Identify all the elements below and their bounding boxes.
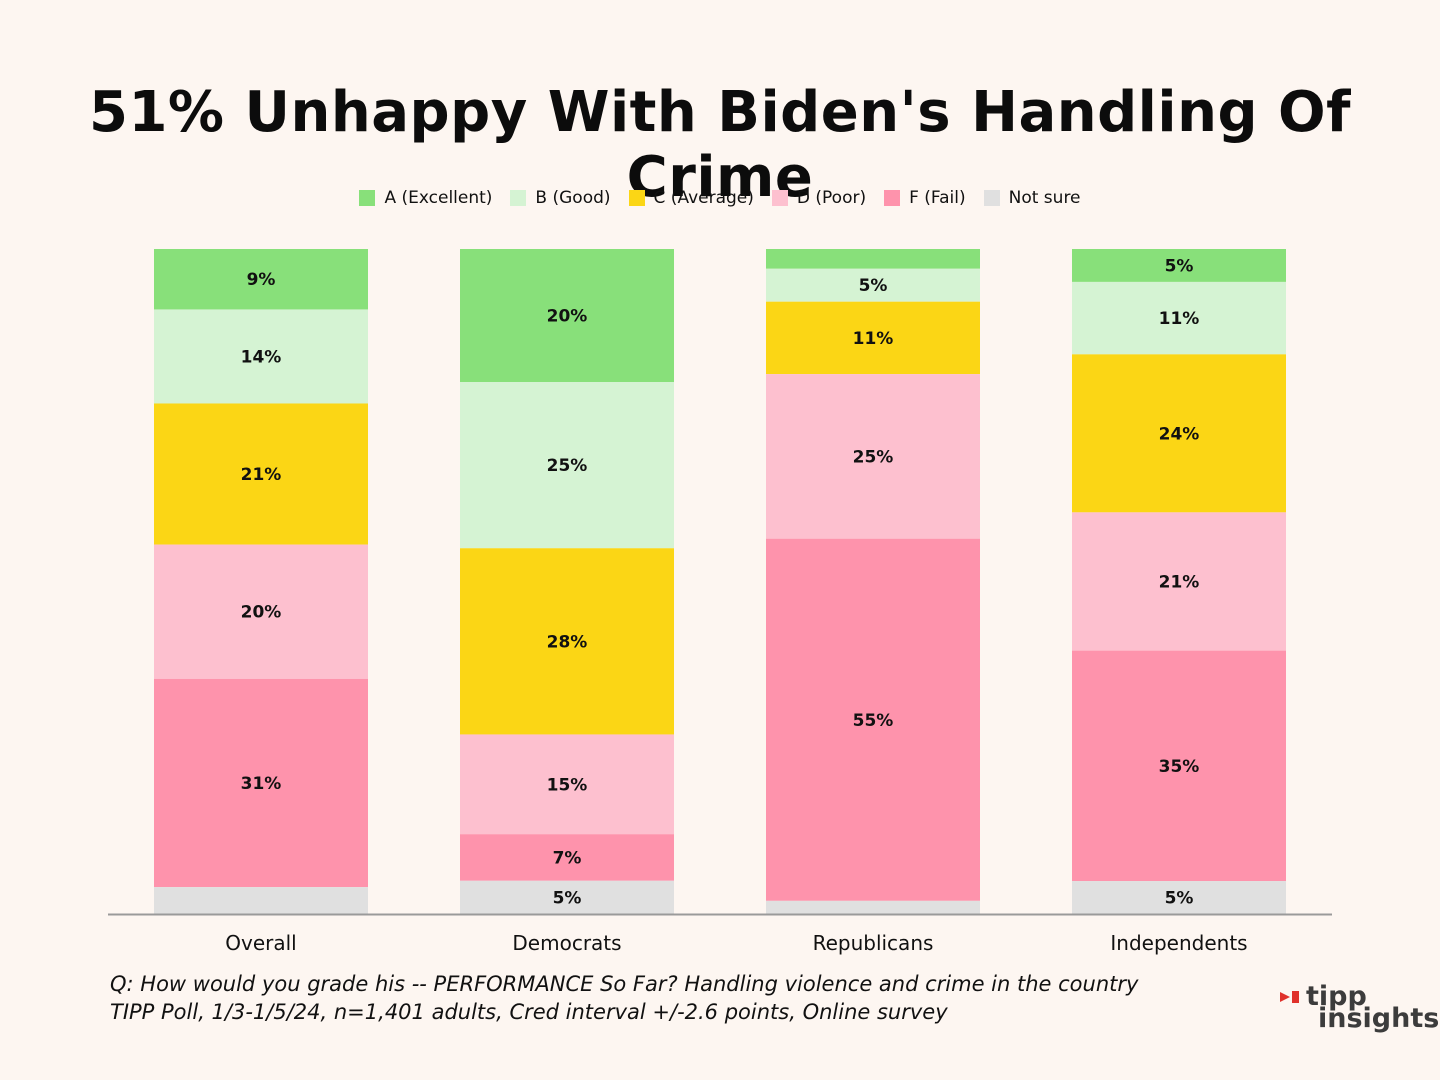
bar-segment-democrats-5 <box>460 880 674 914</box>
bar-segment-republicans-5 <box>766 900 980 914</box>
bar-segment-overall-4 <box>154 678 368 888</box>
bar-segment-independents-1 <box>1072 281 1286 355</box>
bar-segment-democrats-3 <box>460 734 674 835</box>
chart-title: 51% Unhappy With Biden's Handling Of Cri… <box>88 80 1351 210</box>
bar-segment-democrats-2 <box>460 548 674 735</box>
bar-segment-overall-1 <box>154 309 368 404</box>
legend-item-4: F (Fail) <box>884 188 966 208</box>
logo-word-tipp: tipp <box>1306 981 1367 1012</box>
legend-swatch <box>884 190 901 206</box>
legend-item-1: B (Good) <box>510 188 611 208</box>
bar-segment-overall-2 <box>154 403 368 545</box>
footnote: Q: How would you grade his -- PERFORMANC… <box>110 970 1138 1026</box>
data-label: 28% <box>547 632 588 652</box>
bar-segment-democrats-0 <box>460 249 674 382</box>
tipp-insights-logo: tipp insights <box>1280 981 1439 1035</box>
bar-segment-republicans-4 <box>766 538 980 901</box>
legend-item-3: D (Poor) <box>771 188 867 208</box>
data-label: 5% <box>859 276 888 296</box>
legend-label: A (Excellent) <box>384 188 493 208</box>
legend-label: D (Poor) <box>796 188 867 208</box>
data-label: 31% <box>241 774 282 794</box>
footnote-question: Q: How would you grade his -- PERFORMANC… <box>110 972 1139 996</box>
legend-label: F (Fail) <box>909 188 966 208</box>
logo-word-insights: insights <box>1318 1003 1440 1034</box>
bar-segment-democrats-4 <box>460 834 674 881</box>
bar-segment-republicans-2 <box>766 301 980 375</box>
bar-segment-independents-4 <box>1072 650 1286 882</box>
data-label: 20% <box>241 603 282 623</box>
x-tick-label: Republicans <box>813 931 934 955</box>
bar-segment-overall-0 <box>154 249 368 310</box>
data-label: 24% <box>1159 424 1200 444</box>
legend-swatch <box>771 190 788 206</box>
data-label: 15% <box>547 775 588 795</box>
legend-swatch <box>628 190 645 206</box>
legend-label: B (Good) <box>535 188 611 208</box>
data-label: 21% <box>241 465 282 485</box>
data-label: 9% <box>247 270 276 290</box>
data-label: 5% <box>1165 889 1194 909</box>
data-label: 5% <box>1165 256 1194 276</box>
legend-item-2: C (Average) <box>628 188 754 208</box>
chart-legend: A (Excellent) B (Good) C (Average) D (Poor)… <box>0 188 1440 208</box>
x-tick-label: Independents <box>1110 931 1247 955</box>
bar-segment-overall-3 <box>154 544 368 679</box>
bar-segment-independents-3 <box>1072 512 1286 651</box>
bar-segment-overall-5 <box>154 887 368 914</box>
data-label: 21% <box>1159 573 1200 593</box>
legend-item-0: A (Excellent) <box>359 188 492 208</box>
data-label: 55% <box>853 711 894 731</box>
logo-mark-icon <box>1280 991 1299 1003</box>
data-label: 20% <box>547 307 588 327</box>
legend-label: C (Average) <box>653 188 754 208</box>
data-label: 11% <box>1159 309 1200 329</box>
legend-swatch <box>510 190 527 206</box>
bar-segment-republicans-1 <box>766 268 980 302</box>
legend-swatch <box>359 190 376 206</box>
data-label: 25% <box>547 456 588 476</box>
bar-segment-independents-5 <box>1072 881 1286 914</box>
data-label: 14% <box>241 347 282 367</box>
bar-segment-independents-2 <box>1072 354 1286 513</box>
x-tick-label: Overall <box>225 931 296 955</box>
x-tick-label: Democrats <box>512 931 621 955</box>
data-label: 7% <box>553 848 582 868</box>
data-label: 11% <box>853 329 894 349</box>
footnote-source: TIPP Poll, 1/3-1/5/24, n=1,401 adults, C… <box>110 1000 948 1024</box>
bar-segment-democrats-1 <box>460 382 674 549</box>
legend-swatch <box>983 190 1000 206</box>
data-label: 35% <box>1159 757 1200 777</box>
bar-segment-republicans-0 <box>766 249 980 269</box>
data-label: 5% <box>553 888 582 908</box>
legend-label: Not sure <box>1008 188 1081 208</box>
bar-segment-republicans-3 <box>766 374 980 539</box>
bar-segment-independents-0 <box>1072 249 1286 282</box>
legend-item-5: Not sure <box>983 188 1081 208</box>
data-label: 25% <box>853 447 894 467</box>
